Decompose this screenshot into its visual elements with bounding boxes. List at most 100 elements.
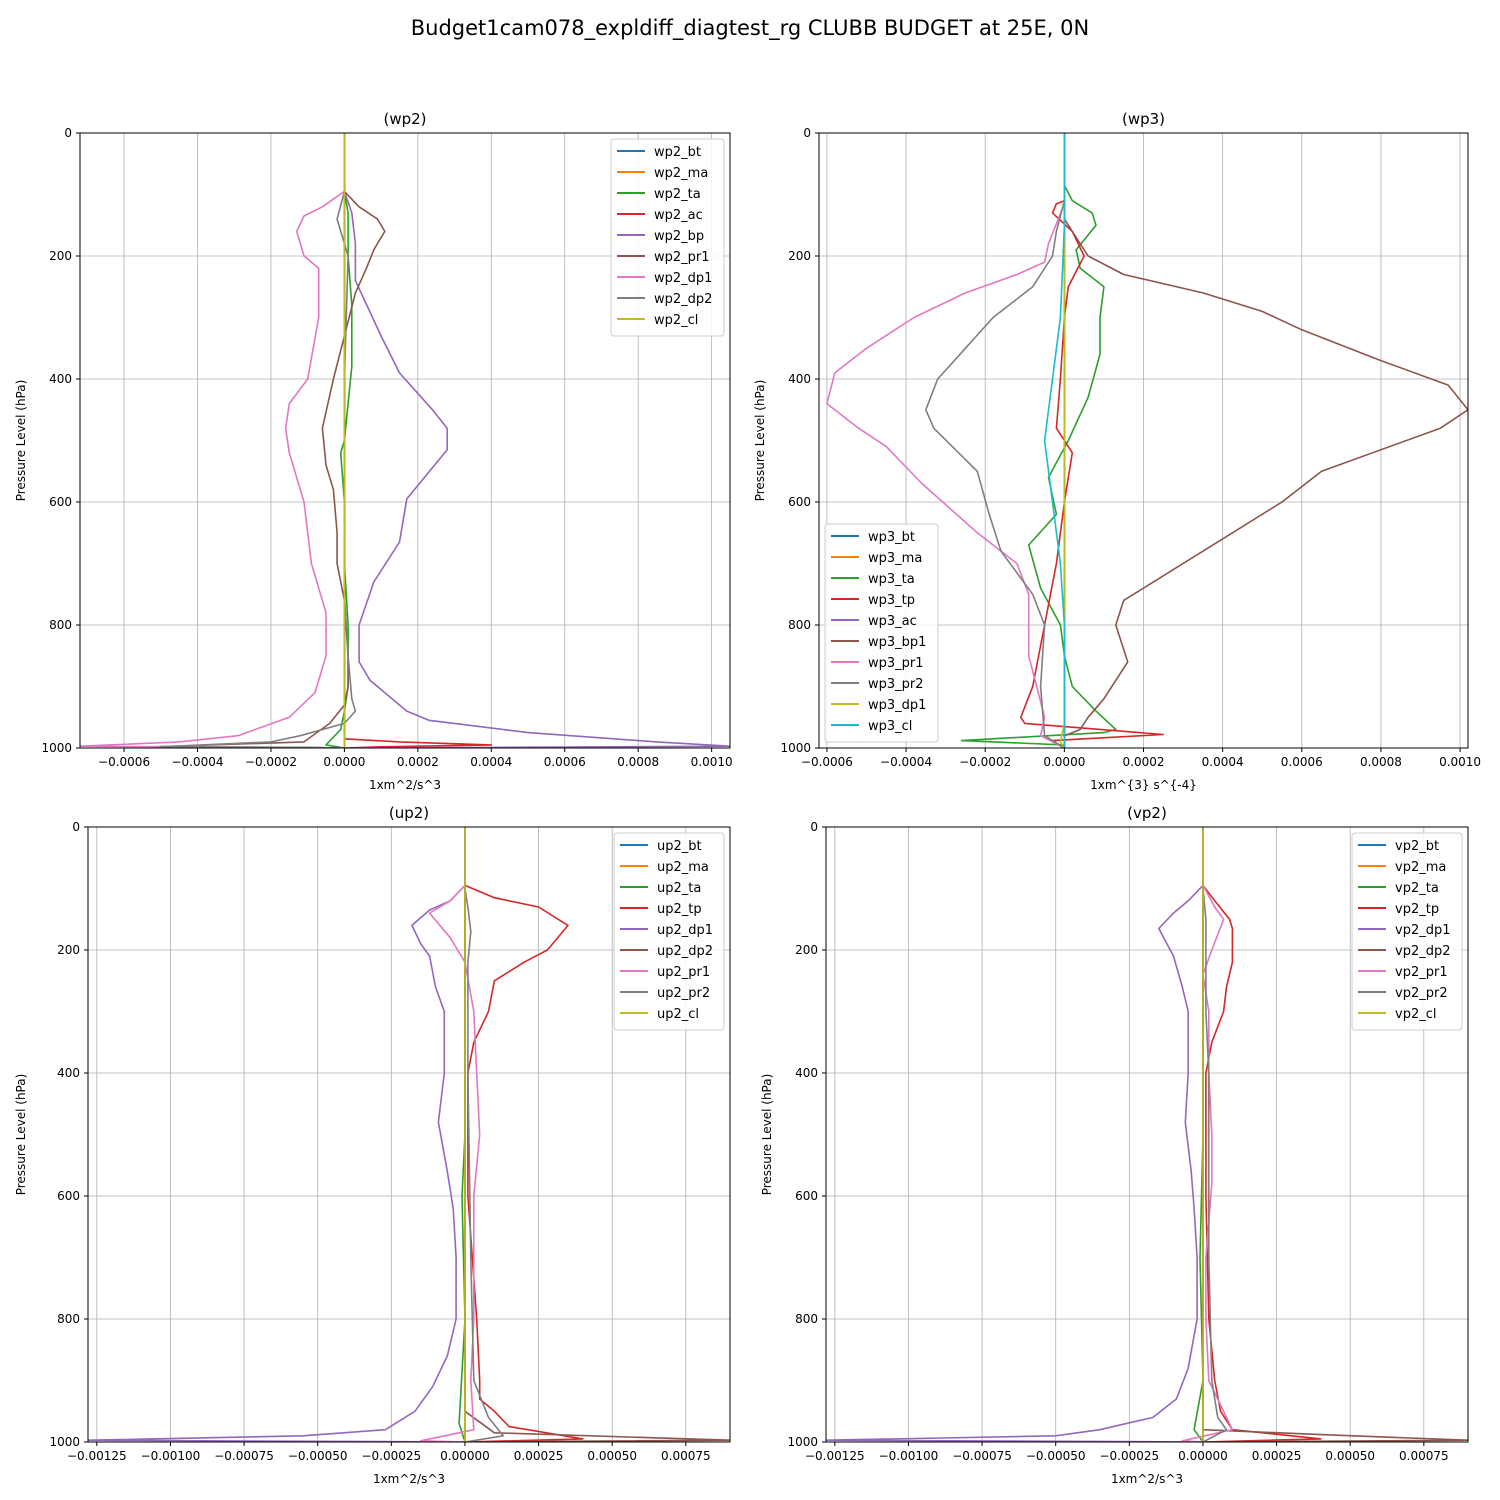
y-tick-label: 200 — [795, 943, 818, 957]
y-tick-label: 0 — [72, 820, 80, 834]
x-tick-label: 0.00075 — [661, 1449, 711, 1463]
legend-label: wp3_bt — [868, 530, 915, 545]
x-tick-label: 0.00025 — [1252, 1449, 1302, 1463]
legend-label: up2_bt — [657, 839, 702, 854]
legend-label: wp3_cl — [868, 719, 912, 734]
legend-label: wp3_tp — [868, 593, 915, 608]
legend-label: wp2_ma — [654, 166, 708, 181]
x-tick-label: −0.0006 — [801, 755, 853, 769]
plot-frame — [87, 826, 731, 1443]
series-line-vp2_pr2 — [1202, 827, 1228, 1442]
series-line-vp2_tp — [1202, 827, 1322, 1442]
x-tick-label: −0.00125 — [67, 1449, 127, 1463]
y-tick-label: 400 — [788, 372, 811, 386]
subplot-1: −0.0006 −0.0004 −0.0002 0.0000 0.0002 0.0004 0… — [753, 110, 1481, 792]
y-tick-label: 1000 — [49, 1435, 80, 1449]
y-tick-label: 400 — [795, 1066, 818, 1080]
x-tick-label: −0.00050 — [1026, 1449, 1086, 1463]
plot-frame — [79, 132, 731, 749]
x-tick-label: 0.0006 — [544, 755, 586, 769]
series-line-up2_ta — [458, 827, 466, 1442]
legend-box — [610, 138, 725, 337]
legend-box — [613, 832, 725, 1031]
series-group — [826, 827, 1468, 1442]
series-line-wp2_bp — [343, 133, 730, 748]
legend-label: wp2_dp1 — [654, 271, 712, 286]
series-group — [826, 133, 1468, 748]
figure-title: Budget1cam078_expldiff_diagtest_rg CLUBB… — [410, 16, 1090, 40]
legend-label: wp3_ac — [868, 614, 917, 629]
series-line-wp3_bp1 — [1063, 133, 1468, 748]
x-tick-label: 0.00050 — [587, 1449, 637, 1463]
x-tick-label: −0.00100 — [879, 1449, 939, 1463]
subplot-title: (vp2) — [1127, 804, 1167, 822]
legend-label: up2_pr1 — [657, 965, 710, 980]
y-tick-label: 1000 — [41, 741, 72, 755]
subplot-title: (wp2) — [383, 110, 426, 128]
subplot-3: −0.00125 −0.00100 −0.00075 −0.00050 −0.00025… — [760, 804, 1469, 1486]
legend: up2_bt up2_ma up2_ta up2_tp up2_dp1 up2_dp2up… — [613, 832, 725, 1031]
x-tick-label: −0.00075 — [214, 1449, 274, 1463]
subplot-title: (wp3) — [1122, 110, 1165, 128]
x-tick-label: −0.00025 — [1099, 1449, 1159, 1463]
x-axis-label: 1xm^2/s^3 — [1111, 1472, 1183, 1486]
x-tick-label: 0.00025 — [514, 1449, 564, 1463]
series-line-wp2_dp2 — [160, 133, 357, 748]
y-axis-label: Pressure Level (hPa) — [14, 380, 28, 502]
x-tick-label: −0.00125 — [805, 1449, 865, 1463]
x-tick-label: −0.0002 — [959, 755, 1011, 769]
legend-label: vp2_bt — [1395, 839, 1439, 854]
x-tick-label: 0.0004 — [470, 755, 512, 769]
y-tick-label: 600 — [795, 1189, 818, 1203]
legend-label: wp2_bt — [654, 145, 701, 160]
subplot-title: (up2) — [389, 804, 429, 822]
legend-label: wp2_dp2 — [654, 292, 712, 307]
x-tick-label: −0.0004 — [880, 755, 932, 769]
series-line-up2_pr2 — [464, 827, 505, 1442]
y-tick-label: 600 — [788, 495, 811, 509]
x-tick-label: 0.0002 — [1123, 755, 1165, 769]
y-tick-label: 1000 — [780, 741, 811, 755]
x-tick-label: −0.00100 — [141, 1449, 201, 1463]
y-tick-label: 800 — [788, 618, 811, 632]
y-tick-label: 0 — [810, 820, 818, 834]
legend-label: up2_tp — [657, 902, 702, 917]
legend-label: wp3_ma — [868, 551, 922, 566]
legend-label: vp2_cl — [1395, 1007, 1436, 1022]
legend-label: up2_dp2 — [657, 944, 713, 959]
legend-label: wp2_ta — [654, 187, 701, 202]
x-axis-label: 1xm^2/s^3 — [369, 778, 441, 792]
subplot-0: −0.0006 −0.0004 −0.0002 0.0000 0.0002 0.0004 0… — [14, 110, 733, 792]
legend-label: wp3_bp1 — [868, 635, 926, 650]
legend-label: up2_cl — [657, 1007, 699, 1022]
x-tick-label: 0.0004 — [1202, 755, 1244, 769]
legend-label: vp2_tp — [1395, 902, 1439, 917]
legend-label: vp2_pr2 — [1395, 986, 1448, 1001]
y-tick-label: 600 — [57, 1189, 80, 1203]
legend-label: wp3_pr1 — [868, 656, 924, 671]
series-line-wp2_pr1 — [152, 133, 386, 748]
y-tick-label: 0 — [64, 126, 72, 140]
series-line-wp3_pr1 — [826, 133, 1066, 748]
series-line-vp2_dp1 — [826, 827, 1204, 1442]
legend-label: up2_ta — [657, 881, 701, 896]
y-tick-label: 800 — [49, 618, 72, 632]
x-tick-label: −0.0002 — [245, 755, 297, 769]
series-line-up2_dp1 — [88, 827, 466, 1442]
x-tick-label: 0.00075 — [1399, 1449, 1449, 1463]
legend-label: up2_dp1 — [657, 923, 713, 938]
legend-label: up2_pr2 — [657, 986, 710, 1001]
y-axis-label: Pressure Level (hPa) — [760, 1074, 774, 1196]
x-tick-label: 0.0006 — [1281, 755, 1323, 769]
series-line-vp2_ta — [1193, 827, 1204, 1442]
y-tick-label: 600 — [49, 495, 72, 509]
y-tick-label: 400 — [57, 1066, 80, 1080]
series-line-wp3_ta — [960, 133, 1117, 748]
x-tick-label: 0.00000 — [440, 1449, 490, 1463]
legend-label: wp2_pr1 — [654, 250, 710, 265]
x-tick-label: 0.0002 — [397, 755, 439, 769]
y-tick-label: 200 — [57, 943, 80, 957]
x-tick-label: −0.0006 — [98, 755, 150, 769]
series-line-up2_pr1 — [419, 827, 481, 1442]
legend-label: vp2_ta — [1395, 881, 1439, 896]
